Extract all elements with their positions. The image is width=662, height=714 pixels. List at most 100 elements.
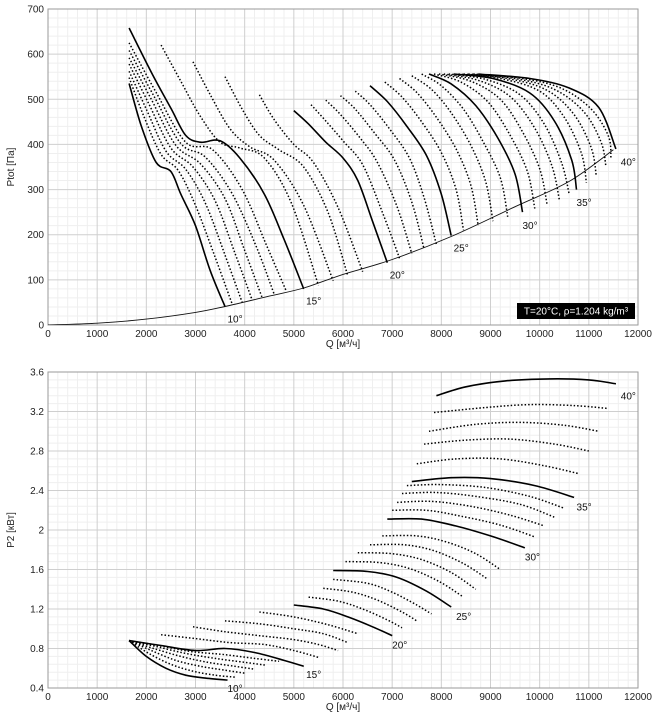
x-tick-label: 8000 [430,692,453,703]
x-tick-label: 0 [45,329,51,340]
angle-label: 30° [525,553,540,564]
series-line-30 [468,73,607,168]
series-group [128,378,617,681]
angle-label: 25° [456,612,471,623]
x-tick-label: 7000 [381,692,404,703]
series-line-16 [354,90,438,245]
x-tick-label: 6000 [332,692,355,703]
angle-label: 15° [306,670,321,681]
y-tick-label: 100 [27,275,44,286]
series-line-24 [438,73,548,205]
series-line-40deg [478,73,617,150]
y-tick-label: 0 [38,321,44,332]
series-line-3 [128,639,255,670]
series-line-15deg [128,27,305,290]
y-tick-label: 2.4 [30,486,44,497]
series-line-13 [323,587,418,622]
x-tick-label: 10000 [526,692,554,703]
series-line-21 [421,73,509,217]
series-line-5 [128,639,280,663]
series-line-35deg [453,73,578,190]
series-line-31 [473,73,612,159]
angle-label: 10° [227,315,242,326]
grid [47,8,639,326]
x-tick-label: 12000 [624,692,652,703]
y-axis-label: Ptot [Па] [6,147,17,186]
series-line-14 [325,99,413,254]
x-tick-label: 3000 [184,692,207,703]
x-tick-label: 1000 [86,329,109,340]
x-axis-label: Q [м³/ч] [326,339,361,350]
y-tick-label: 400 [27,140,44,151]
series-line-20 [411,75,494,222]
series-line-10deg [128,640,228,681]
y-tick-label: 700 [27,5,44,16]
series-line-28 [458,73,588,183]
series-line-10 [224,76,349,277]
series-line-19 [399,77,479,226]
series-line-12 [308,596,403,629]
series-line-15 [340,95,425,250]
series-line-16 [345,560,464,598]
series-line-23 [433,73,536,209]
series-line-10 [259,611,359,635]
y-tick-label: 3.2 [30,407,44,418]
series-line-20deg [293,604,393,637]
series-line-25deg [333,569,452,608]
chart-2: 0 1000 2000 3000 4000 5000 6000 7000 8000 9000 100… [6,368,652,714]
angle-label: 20° [392,641,407,652]
angle-label: 40° [621,158,636,169]
y-tick-label: 200 [27,230,44,241]
x-tick-label: 3000 [184,329,207,340]
y-tick-label: 1.2 [30,605,44,616]
angle-label: 30° [522,221,537,232]
angle-label: 15° [306,297,321,308]
angle-label: 35° [577,502,592,513]
plot-frame [47,371,639,689]
series-line-10deg [128,83,226,307]
series-line-35deg [411,476,575,499]
x-tick-label: 10000 [526,329,554,340]
x-axis-label: Q [м³/ч] [326,702,361,713]
series-line-8 [192,626,339,652]
x-tick-label: 5000 [283,329,306,340]
series-line-29 [433,403,609,414]
x-tick-label: 2000 [135,692,158,703]
series-line-4 [128,639,267,667]
series-line-22 [397,500,545,527]
x-tick-label: 8000 [430,329,453,340]
angle-label: 35° [577,198,592,209]
series-line-2 [128,639,245,674]
angle-label: 25° [454,243,469,254]
x-tick-label: 6000 [332,329,355,340]
series-line-30deg [387,517,526,549]
chart-1: 0 1000 2000 3000 4000 5000 6000 7000 8000 9000 100… [6,5,652,351]
series-line-14 [333,578,432,615]
series-line-18 [369,543,489,581]
conditions-badge [517,303,635,319]
x-tick-label: 7000 [381,329,404,340]
x-tick-label: 5000 [283,692,306,703]
y-tick-label: 0.4 [30,684,44,695]
x-tick-label: 4000 [234,329,257,340]
plot-frame [47,8,639,326]
series-line-27 [424,438,589,452]
x-tick-label: 9000 [479,692,502,703]
x-tick-label: 12000 [624,329,652,340]
y-tick-label: 2.8 [30,447,44,458]
x-tick-label: 2000 [135,329,158,340]
y-tick-label: 500 [27,95,44,106]
series-line-15deg [128,639,304,668]
series-line-11 [258,94,364,272]
series-line-28 [428,421,599,433]
series-line-25 [443,73,561,200]
x-tick-label: 1000 [86,692,109,703]
series-line-4 [128,57,263,298]
series-group [48,27,617,325]
x-tick-label: 0 [45,692,51,703]
x-tick-label: 4000 [234,692,257,703]
series-line-23 [401,491,555,518]
angle-label: 10° [227,684,242,695]
y-tick-label: 1.6 [30,565,44,576]
